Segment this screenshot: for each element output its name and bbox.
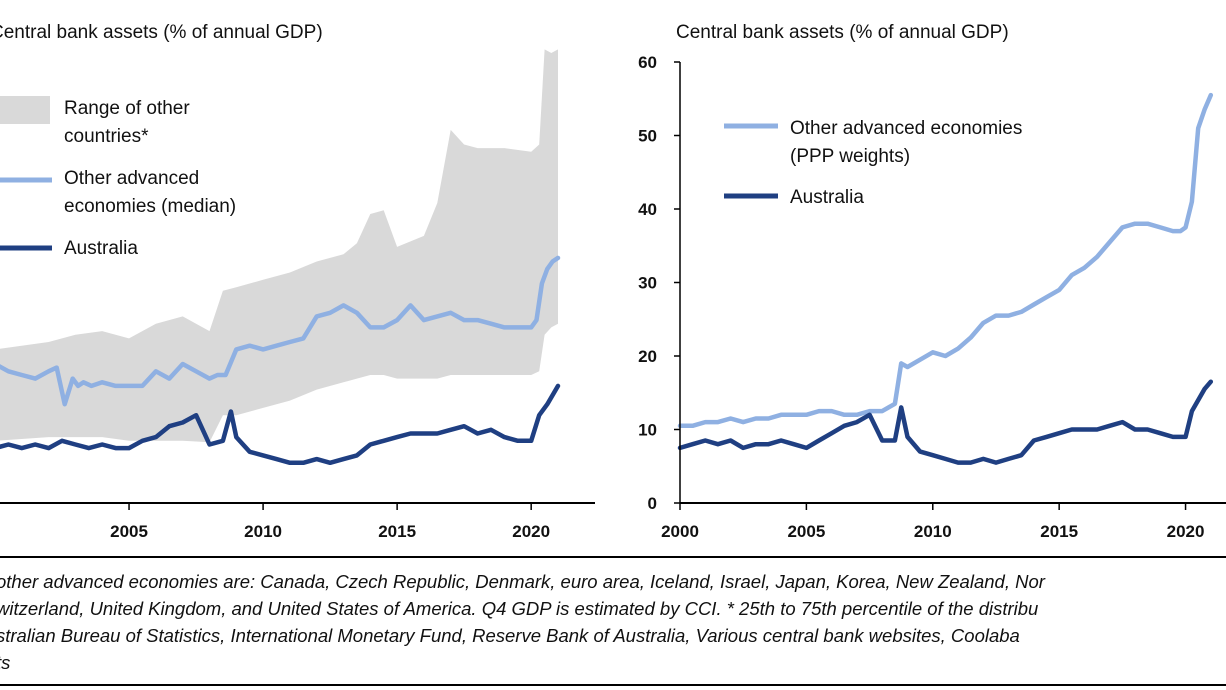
legend-range-label-line1: Range of other xyxy=(64,98,190,119)
left-chart-title: Central bank assets (% of annual GDP) xyxy=(0,22,323,43)
left-x-tick-label: 2020 xyxy=(512,522,550,541)
legend-range-label-line2: countries* xyxy=(64,126,149,147)
right-x-tick-label: 2000 xyxy=(661,522,699,541)
legend-ppp-label-line1: Other advanced economies xyxy=(790,118,1022,139)
notes-section: other advanced economies are: Canada, Cz… xyxy=(0,556,1226,690)
right-x-tick-label: 2005 xyxy=(787,522,825,541)
right-chart-title: Central bank assets (% of annual GDP) xyxy=(676,22,1009,43)
legend-range-swatch xyxy=(0,96,50,124)
right-legend: Other advanced economies (PPP weights) A… xyxy=(724,118,1022,208)
left-legend: Range of other countries* Other advanced… xyxy=(0,96,236,259)
right-y-tick-label: 20 xyxy=(638,347,657,366)
right-x-tick-label: 2015 xyxy=(1040,522,1078,541)
legend-australia-label-right: Australia xyxy=(790,187,864,208)
note-line-3: stralian Bureau of Statistics, Internati… xyxy=(0,625,1020,646)
right-y-tick-label: 60 xyxy=(638,53,657,72)
right-y-tick-label: 30 xyxy=(638,274,657,293)
right-series-australia xyxy=(677,379,1214,465)
charts-area: Central bank assets (% of annual GDP) 20… xyxy=(0,22,1226,541)
legend-australia-label-left: Australia xyxy=(64,238,138,259)
notes-bottom-rule xyxy=(0,684,1226,686)
notes-text: other advanced economies are: Canada, Cz… xyxy=(0,568,1045,676)
note-line-1: other advanced economies are: Canada, Cz… xyxy=(0,571,1045,592)
right-y-tick-label: 50 xyxy=(638,127,657,146)
left-x-tick-label: 2015 xyxy=(378,522,416,541)
left-series-median xyxy=(0,255,561,407)
right-chart: Central bank assets (% of annual GDP) 0 1… xyxy=(638,22,1226,541)
legend-median-label-line2: economies (median) xyxy=(64,196,236,217)
note-line-2: witzerland, United Kingdom, and United S… xyxy=(0,598,1039,619)
right-x-tick-label: 2020 xyxy=(1167,522,1205,541)
left-series-australia xyxy=(0,383,561,466)
right-y-tick-label: 0 xyxy=(648,494,657,513)
left-x-tick-label: 2010 xyxy=(244,522,282,541)
right-x-ticks: 2000 2005 2010 2015 2020 xyxy=(661,503,1204,541)
legend-ppp-label-line2: (PPP weights) xyxy=(790,146,910,167)
notes-top-rule xyxy=(0,556,1226,558)
right-series-ppp xyxy=(677,92,1214,429)
left-x-tick-label: 2005 xyxy=(110,522,148,541)
right-x-tick-label: 2010 xyxy=(914,522,952,541)
left-chart: Central bank assets (% of annual GDP) 20… xyxy=(0,22,595,541)
right-y-tick-label: 40 xyxy=(638,200,657,219)
right-lines-layer xyxy=(677,92,1214,465)
legend-median-label-line1: Other advanced xyxy=(64,168,199,189)
range-band xyxy=(0,49,558,443)
left-lines-layer xyxy=(0,255,561,466)
right-y-tick-label: 10 xyxy=(638,421,657,440)
right-y-ticks: 0 10 20 30 40 50 60 xyxy=(638,53,680,513)
left-x-ticks: 2005 2010 2015 2020 xyxy=(110,503,550,541)
left-band-layer xyxy=(0,49,558,443)
note-line-4: ts xyxy=(0,652,11,673)
